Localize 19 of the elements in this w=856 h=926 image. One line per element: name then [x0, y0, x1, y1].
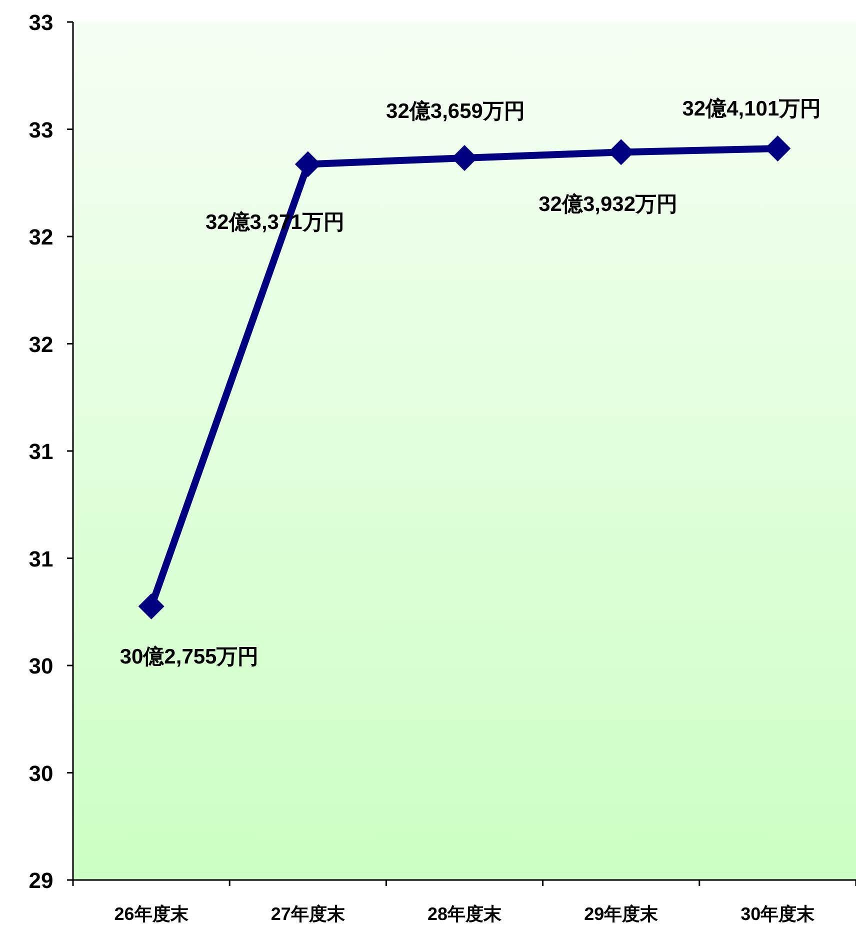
data-label: 32億3,932万円: [538, 192, 678, 216]
y-tick-label: 33: [28, 10, 54, 35]
point: [138, 593, 164, 620]
y-tick-label: 33: [28, 117, 54, 142]
y-tick-label: 32: [28, 332, 54, 357]
y-tick-label: 29: [28, 868, 54, 893]
x-tick-label: 28年度末: [427, 904, 503, 924]
x-tick-label: 27年度末: [270, 904, 346, 924]
data-label: 30億2,755万円: [120, 644, 259, 668]
x-tick-label: 26年度末: [114, 904, 190, 924]
y-tick-label: 30: [28, 760, 54, 786]
y-tick-label: 30: [28, 654, 54, 678]
y-tick-label: 31: [28, 546, 54, 572]
y-tick-label: 31: [28, 439, 54, 464]
x-tick-label: 29年度末: [584, 904, 660, 924]
data-label: 32億4,101万円: [682, 96, 822, 121]
data-label: 32億3,659万円: [386, 99, 525, 124]
x-tick-label: 30年度末: [740, 904, 816, 924]
y-tick-label: 32: [28, 224, 54, 250]
